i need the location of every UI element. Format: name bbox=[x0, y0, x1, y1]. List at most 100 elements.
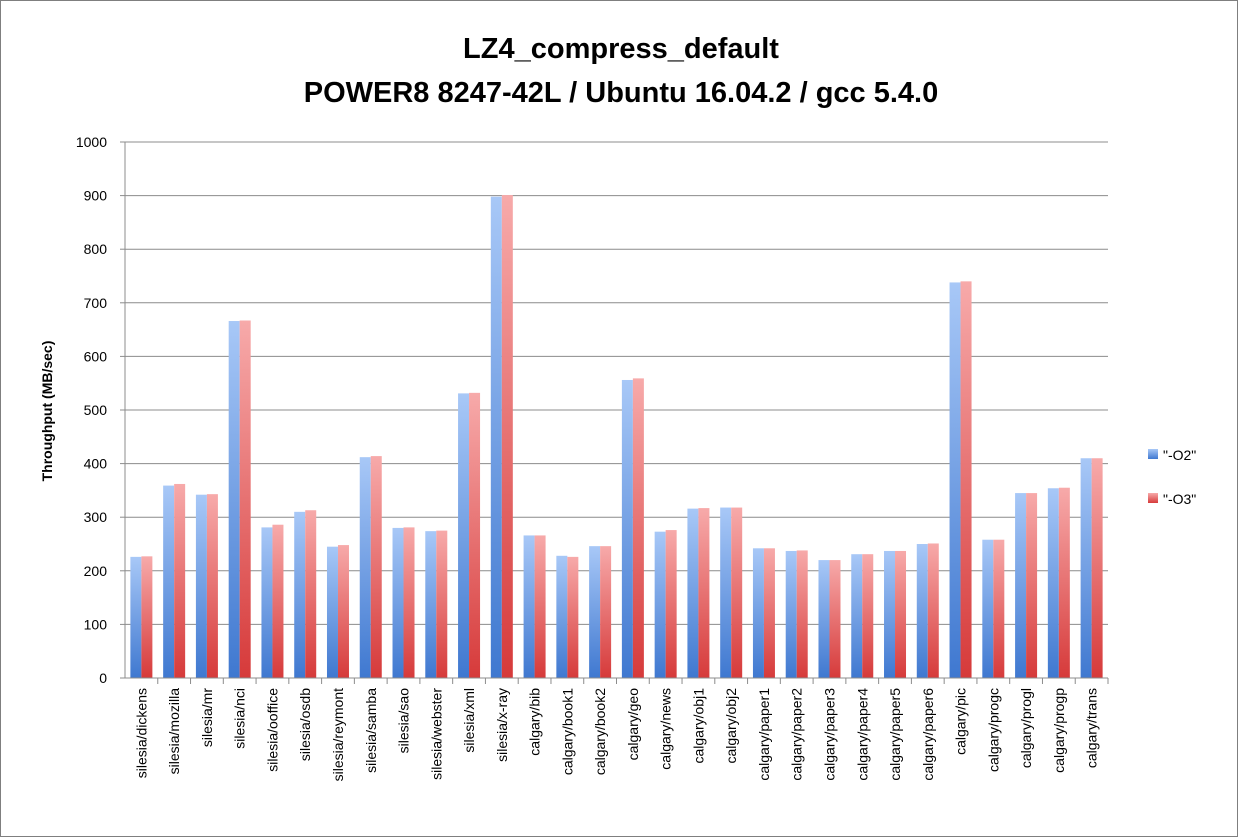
bar-o3 bbox=[141, 556, 153, 678]
bar-o3 bbox=[305, 510, 317, 678]
category-label: calgary/geo bbox=[625, 688, 641, 761]
bar-o3 bbox=[796, 550, 808, 678]
bar-o2 bbox=[326, 546, 338, 678]
legend-swatch-o3 bbox=[1148, 493, 1158, 503]
y-tick-label: 900 bbox=[84, 188, 108, 204]
bar-o2 bbox=[294, 511, 306, 678]
bar-o2 bbox=[458, 393, 470, 678]
bar-o3 bbox=[731, 507, 743, 678]
bar-o2 bbox=[523, 535, 535, 678]
bar-o2 bbox=[425, 531, 437, 678]
y-tick-label: 800 bbox=[84, 241, 108, 257]
bar-o3 bbox=[337, 545, 349, 678]
bar-o2 bbox=[261, 527, 273, 678]
bar-o2 bbox=[851, 554, 863, 678]
chart-title-line2: POWER8 8247-42L / Ubuntu 16.04.2 / gcc 5… bbox=[304, 77, 939, 109]
y-axis-ticks: 0 100 200 300 400 500 600 700 800 900 1000 bbox=[76, 134, 125, 686]
bar-o3 bbox=[895, 550, 907, 678]
category-label: calgary/progl bbox=[1018, 688, 1034, 768]
bar-o2 bbox=[1080, 458, 1092, 678]
category-label: silesia/sao bbox=[396, 688, 412, 754]
legend: "-O2" "-O3" bbox=[1148, 447, 1196, 507]
category-label: silesia/samba bbox=[363, 688, 379, 773]
bar-o2 bbox=[916, 544, 928, 678]
bar-o3 bbox=[469, 392, 481, 678]
category-label: silesia/mr bbox=[199, 688, 215, 747]
bar-o2 bbox=[392, 527, 404, 678]
category-label: silesia/ooffice bbox=[264, 688, 280, 772]
legend-label-o2: "-O2" bbox=[1163, 447, 1196, 463]
y-tick-label: 400 bbox=[84, 456, 108, 472]
bar-o2 bbox=[720, 507, 732, 678]
bar-o2 bbox=[818, 560, 830, 678]
category-label: calgary/paper1 bbox=[756, 688, 772, 781]
category-labels: silesia/dickens silesia/mozilla silesia/mr… bbox=[133, 688, 1099, 782]
legend-label-o3: "-O3" bbox=[1163, 491, 1196, 507]
bar-o2 bbox=[130, 556, 142, 678]
bar-o2 bbox=[654, 531, 666, 678]
bar-o2 bbox=[490, 196, 502, 678]
category-label: calgary/progp bbox=[1051, 688, 1067, 773]
category-label: calgary/obj2 bbox=[723, 688, 739, 764]
bar-o2 bbox=[228, 321, 240, 678]
category-label: calgary/paper6 bbox=[920, 688, 936, 781]
bar-o2 bbox=[884, 550, 896, 678]
category-label: calgary/book1 bbox=[559, 688, 575, 775]
bar-o3 bbox=[960, 281, 972, 678]
bar-o3 bbox=[370, 456, 382, 678]
category-label: calgary/paper5 bbox=[887, 688, 903, 781]
grid-lines bbox=[125, 141, 1108, 679]
y-tick-label: 100 bbox=[84, 616, 108, 632]
bar-o3 bbox=[632, 378, 644, 678]
chart-title-line1: LZ4_compress_default bbox=[463, 33, 779, 65]
bar-o3 bbox=[174, 483, 186, 678]
category-label: silesia/reymont bbox=[330, 688, 346, 781]
category-label: calgary/pic bbox=[953, 688, 969, 755]
category-label: calgary/paper2 bbox=[789, 688, 805, 781]
bar-o2 bbox=[195, 494, 207, 678]
bars bbox=[130, 195, 1103, 678]
category-label: silesia/osdb bbox=[297, 688, 313, 761]
bar-o3 bbox=[600, 546, 612, 678]
bar-o3 bbox=[927, 543, 939, 678]
bar-o3 bbox=[239, 320, 251, 678]
category-label: calgary/news bbox=[658, 688, 674, 770]
bar-o3 bbox=[1058, 487, 1070, 678]
bar-o2 bbox=[949, 282, 961, 678]
y-tick-label: 700 bbox=[84, 295, 108, 311]
category-label: silesia/webster bbox=[428, 688, 444, 780]
category-label: silesia/mozilla bbox=[166, 688, 182, 775]
bar-o2 bbox=[1015, 493, 1027, 678]
bar-o3 bbox=[1026, 493, 1038, 678]
bar-o2 bbox=[687, 508, 699, 678]
bar-o3 bbox=[501, 195, 513, 678]
bar-o3 bbox=[534, 535, 546, 678]
y-tick-label: 1000 bbox=[76, 134, 107, 150]
axes bbox=[124, 142, 1109, 684]
category-label: silesia/nci bbox=[232, 688, 248, 749]
legend-swatch-o2 bbox=[1148, 449, 1158, 459]
category-label: calgary/book2 bbox=[592, 688, 608, 775]
bar-o3 bbox=[1091, 458, 1103, 678]
bar-o2 bbox=[163, 485, 175, 678]
y-axis-label: Throughput (MB/sec) bbox=[39, 341, 55, 482]
bar-o3 bbox=[829, 560, 841, 678]
bar-o3 bbox=[665, 530, 677, 678]
category-label: calgary/bib bbox=[527, 688, 543, 756]
bar-o3 bbox=[272, 524, 284, 678]
bar-o3 bbox=[206, 494, 218, 678]
bar-o3 bbox=[698, 508, 710, 678]
y-tick-label: 200 bbox=[84, 563, 108, 579]
y-tick-label: 300 bbox=[84, 509, 108, 525]
bar-o2 bbox=[982, 539, 994, 678]
y-tick-label: 600 bbox=[84, 348, 108, 364]
category-label: calgary/paper4 bbox=[854, 688, 870, 781]
category-label: silesia/x-ray bbox=[494, 688, 510, 762]
y-tick-label: 500 bbox=[84, 402, 108, 418]
bar-o2 bbox=[1047, 488, 1059, 678]
bar-o2 bbox=[359, 457, 371, 678]
y-tick-label: 0 bbox=[99, 670, 107, 686]
category-label: calgary/obj1 bbox=[690, 688, 706, 764]
